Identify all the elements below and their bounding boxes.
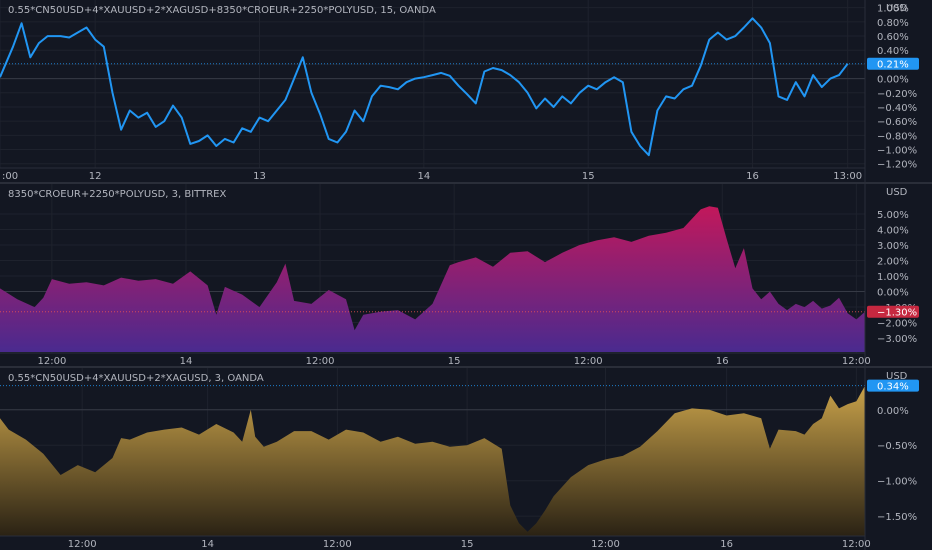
y-tick-label: 1.00% [877,4,909,15]
y-tick-label: 5.00% [877,210,909,221]
last-value-badge [867,305,919,318]
x-tick-label: 16 [746,171,759,182]
y-tick-label: 0.80% [877,18,909,29]
y-tick-label: −1.00% [877,146,917,157]
y-tick-label: −0.40% [877,103,917,114]
x-tick-label: 15 [448,356,461,367]
y-tick-label: 2.00% [877,257,909,268]
y-tick-label: −1.50% [877,512,917,523]
pane-title[interactable]: 8350*CROEUR+2250*POLYUSD, 3, BITTREX [8,189,226,200]
pane-title[interactable]: 0.55*CN50USD+4*XAUUSD+2*XAGUSD+8350*CROE… [8,5,436,16]
last-value-label: 0.21% [877,60,909,71]
pane-title[interactable]: 0.55*CN50USD+4*XAUUSD+2*XAGUSD, 3, OANDA [8,373,264,384]
x-tick-label: 13 [253,171,266,182]
currency-label[interactable]: USD [886,371,908,382]
last-value-badge [867,379,919,392]
x-tick-label: 12:00 [842,539,871,550]
x-tick-label: 12:00 [68,539,97,550]
x-tick-label: 12:00 [574,356,603,367]
x-tick-label: 12:00 [591,539,620,550]
y-tick-label: −2.00% [877,319,917,330]
pane-1[interactable]: 1.00%0.80%0.60%0.40%0.20%0.00%−0.20%−0.4… [0,0,919,182]
y-tick-label: 0.00% [877,288,909,299]
y-tick-label: −0.80% [877,131,917,142]
pane-2[interactable]: 5.00%4.00%3.00%2.00%1.00%0.00%−1.00%−2.0… [0,184,919,367]
x-tick-label: 16 [720,539,733,550]
y-tick-label: 3.00% [877,241,909,252]
y-tick-label: 4.00% [877,226,909,237]
x-tick-label: 16 [716,356,729,367]
y-tick-label: 0.00% [877,406,909,417]
y-tick-label: −0.50% [877,441,917,452]
area-series[interactable] [0,385,865,536]
last-value-badge [867,57,919,70]
y-tick-label: −1.00% [877,477,917,488]
x-tick-label: 14 [180,356,193,367]
y-tick-label: −1.20% [877,160,917,171]
x-tick-label: 15 [461,539,474,550]
x-tick-label: 12:00 [323,539,352,550]
x-tick-label: 12:00 [37,356,66,367]
y-tick-label: −0.20% [877,89,917,100]
x-tick-label: 12 [89,171,102,182]
y-tick-label: 1.00% [877,272,909,283]
last-value-label: −1.30% [877,308,917,319]
area-series[interactable] [0,206,865,352]
x-tick-label: 12:00 [306,356,335,367]
y-tick-label: 0.60% [877,32,909,43]
last-value-label: 0.34% [877,382,909,393]
x-tick-label: :00 [2,171,18,182]
currency-label[interactable]: USD [886,3,908,14]
y-tick-label: 0.40% [877,46,909,57]
x-tick-label: 15 [582,171,595,182]
line-series[interactable] [0,17,849,157]
y-tick-label: −0.60% [877,117,917,128]
x-tick-label: 14 [201,539,214,550]
x-tick-label: 14 [417,171,430,182]
y-tick-label: 0.00% [877,75,909,86]
y-tick-label: −3.00% [877,334,917,345]
currency-label[interactable]: USD [886,187,908,198]
x-tick-label: 13:00 [833,171,862,182]
x-tick-label: 12:00 [842,356,871,367]
